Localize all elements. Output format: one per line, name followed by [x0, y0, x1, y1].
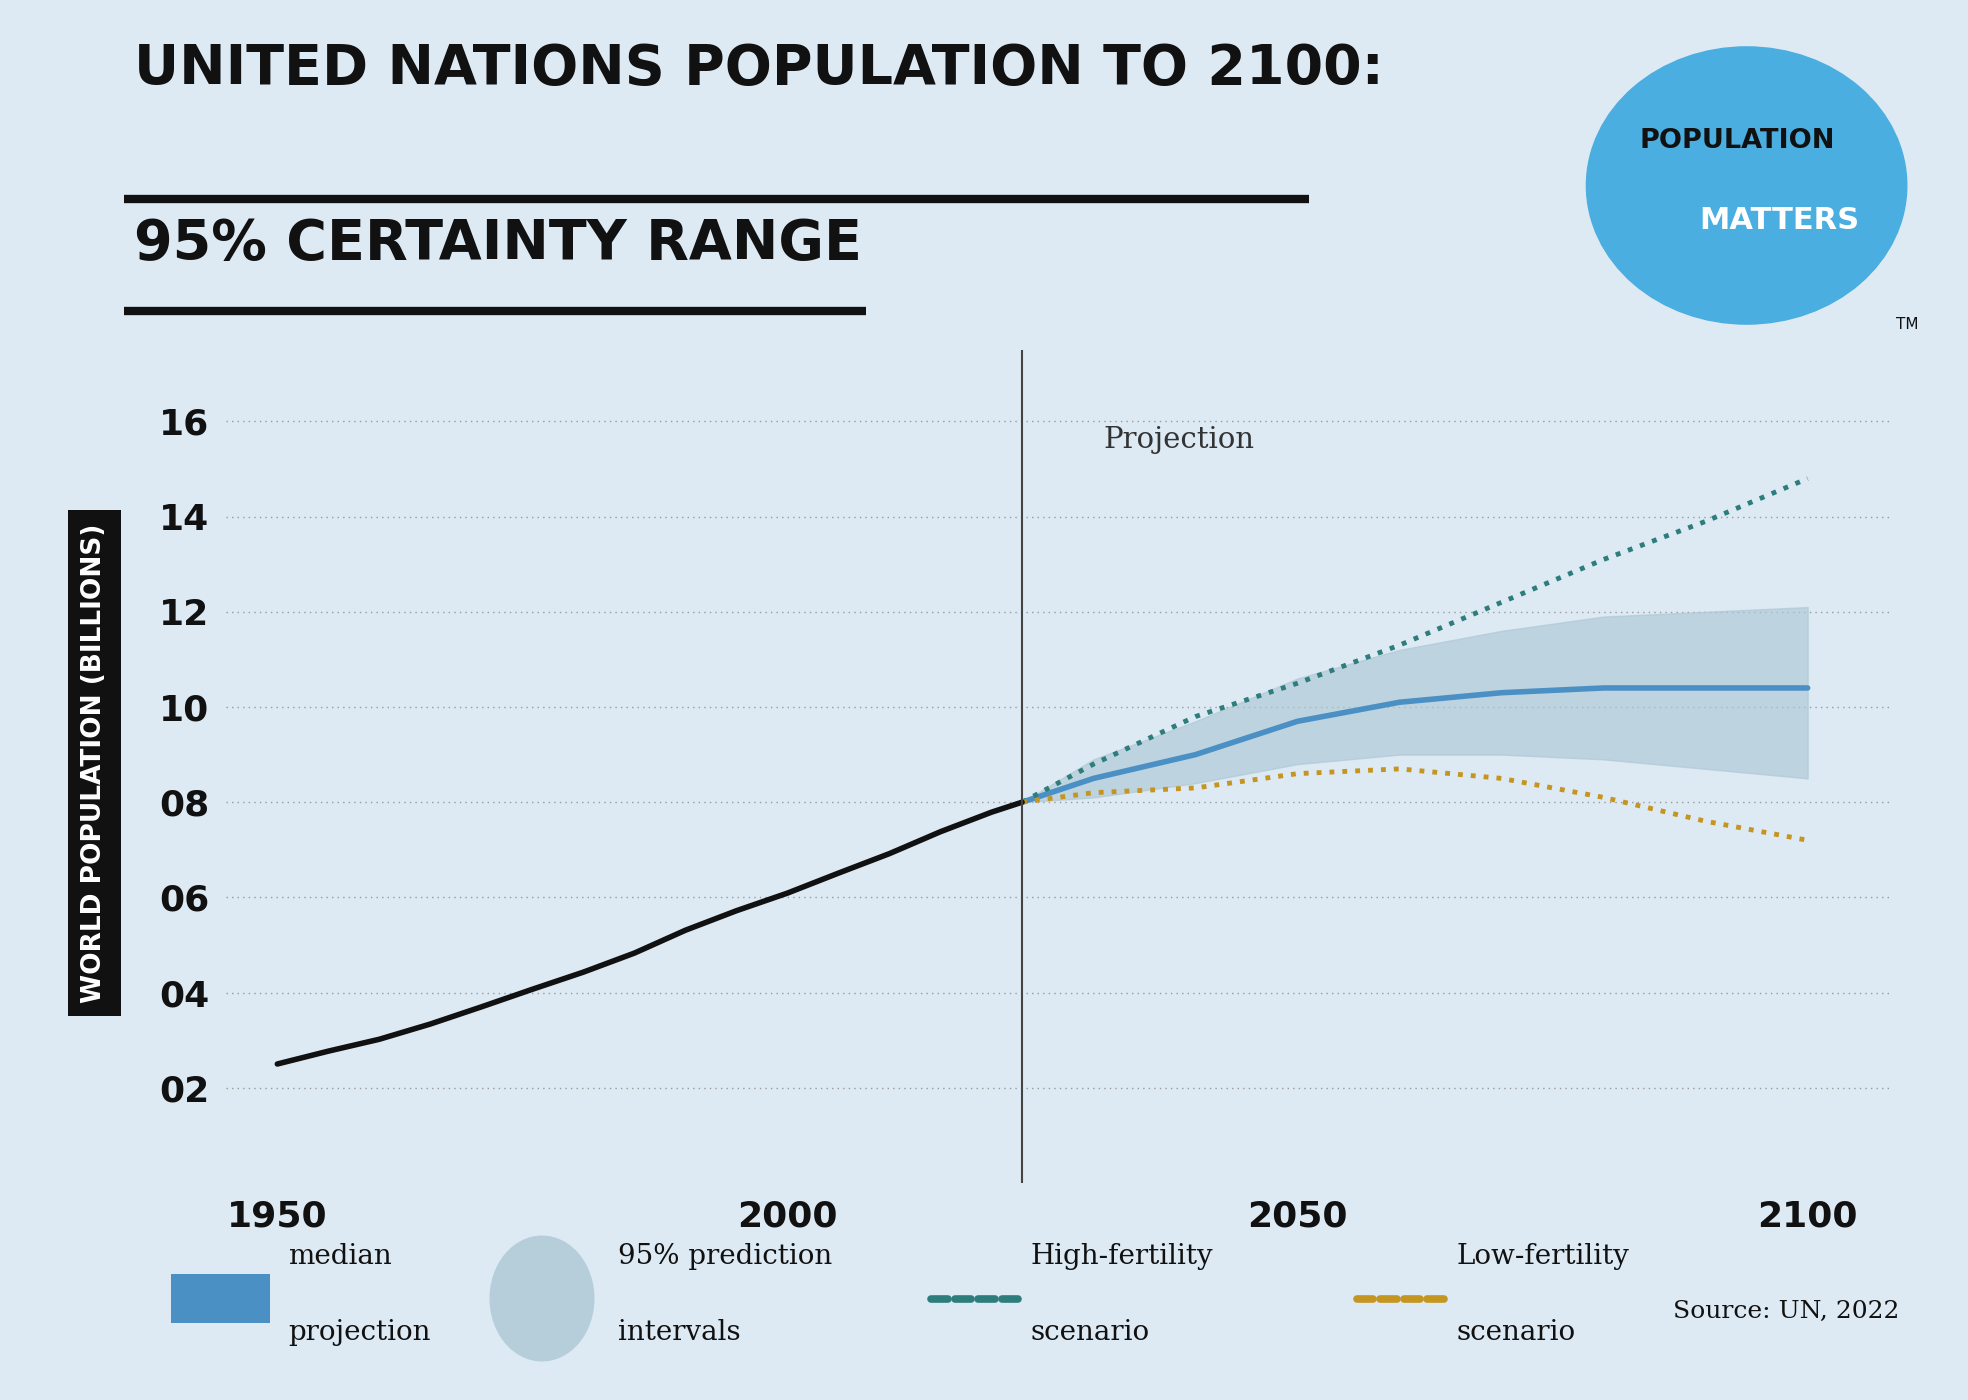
Text: projection: projection: [289, 1319, 431, 1347]
Text: scenario: scenario: [1456, 1319, 1576, 1347]
Text: Low-fertility: Low-fertility: [1456, 1243, 1630, 1270]
Ellipse shape: [490, 1236, 594, 1361]
Text: 95% CERTAINTY RANGE: 95% CERTAINTY RANGE: [134, 217, 862, 272]
Text: scenario: scenario: [1031, 1319, 1149, 1347]
Text: High-fertility: High-fertility: [1031, 1243, 1214, 1270]
Text: Source: UN, 2022: Source: UN, 2022: [1673, 1301, 1899, 1323]
Text: Projection: Projection: [1104, 426, 1256, 454]
Text: 95% prediction: 95% prediction: [618, 1243, 832, 1270]
Text: UNITED NATIONS POPULATION TO 2100:: UNITED NATIONS POPULATION TO 2100:: [134, 42, 1384, 97]
Text: intervals: intervals: [618, 1319, 740, 1347]
Text: median: median: [289, 1243, 392, 1270]
Circle shape: [1586, 48, 1907, 323]
FancyBboxPatch shape: [171, 1274, 270, 1323]
Text: TM: TM: [1895, 316, 1919, 332]
Text: MATTERS: MATTERS: [1698, 206, 1860, 235]
Text: WORLD POPULATION (BILLIONS): WORLD POPULATION (BILLIONS): [81, 524, 108, 1002]
Text: POPULATION: POPULATION: [1639, 129, 1836, 154]
